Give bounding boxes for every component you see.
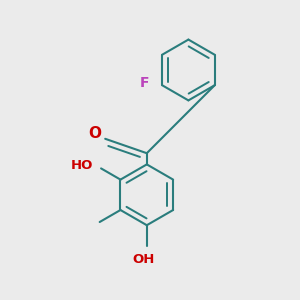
Text: F: F [140, 76, 149, 90]
Text: O: O [88, 125, 101, 140]
Text: HO: HO [71, 159, 93, 172]
Text: OH: OH [132, 253, 155, 266]
